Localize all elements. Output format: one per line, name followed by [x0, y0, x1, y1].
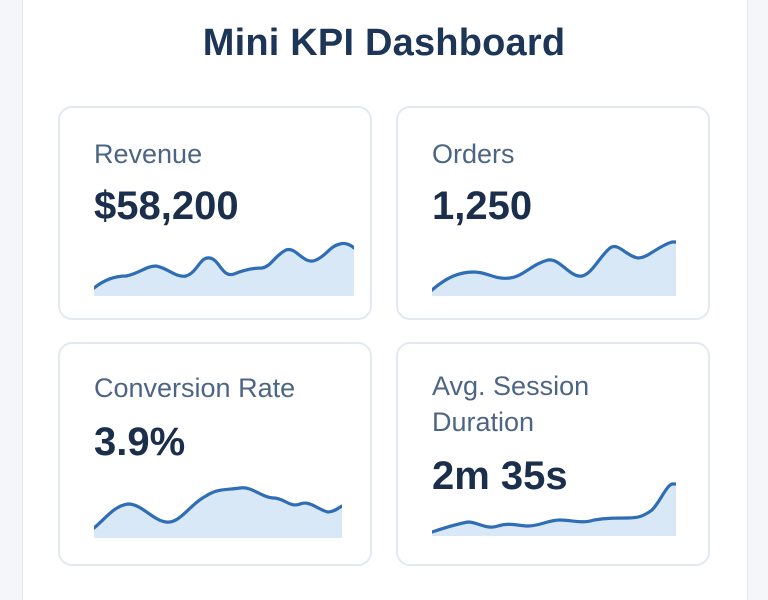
page-title: Mini KPI Dashboard — [202, 22, 566, 64]
kpi-label: Revenue — [94, 139, 203, 169]
sparkline-chart — [432, 240, 676, 296]
kpi-value: 3.9% — [94, 420, 186, 464]
sparkline-area — [94, 487, 342, 538]
sparkline-chart — [432, 482, 676, 536]
kpi-value: 2m 35s — [432, 454, 568, 498]
kpi-card-orders[interactable]: Orders 1,250 — [396, 106, 710, 320]
kpi-card-avg-session-duration[interactable]: Avg. Session Duration 2m 35s — [396, 342, 710, 566]
sparkline-line — [432, 240, 676, 292]
kpi-card-revenue[interactable]: Revenue $58,200 — [58, 106, 372, 320]
sparkline-area — [94, 243, 354, 296]
kpi-label: Orders — [432, 139, 515, 169]
sparkline-chart — [94, 241, 354, 296]
kpi-value: 1,250 — [432, 184, 533, 228]
sparkline-chart — [94, 486, 342, 538]
sparkline-line — [94, 486, 342, 530]
sparkline-line — [94, 241, 354, 290]
kpi-label: Conversion Rate — [94, 373, 296, 403]
kpi-label: Avg. Session Duration — [432, 371, 590, 437]
sparkline-area — [432, 484, 676, 536]
kpi-value: $58,200 — [94, 184, 239, 228]
sparkline-area — [432, 242, 676, 296]
kpi-card-conversion-rate[interactable]: Conversion Rate 3.9% — [58, 342, 372, 566]
sparkline-line — [432, 482, 676, 534]
